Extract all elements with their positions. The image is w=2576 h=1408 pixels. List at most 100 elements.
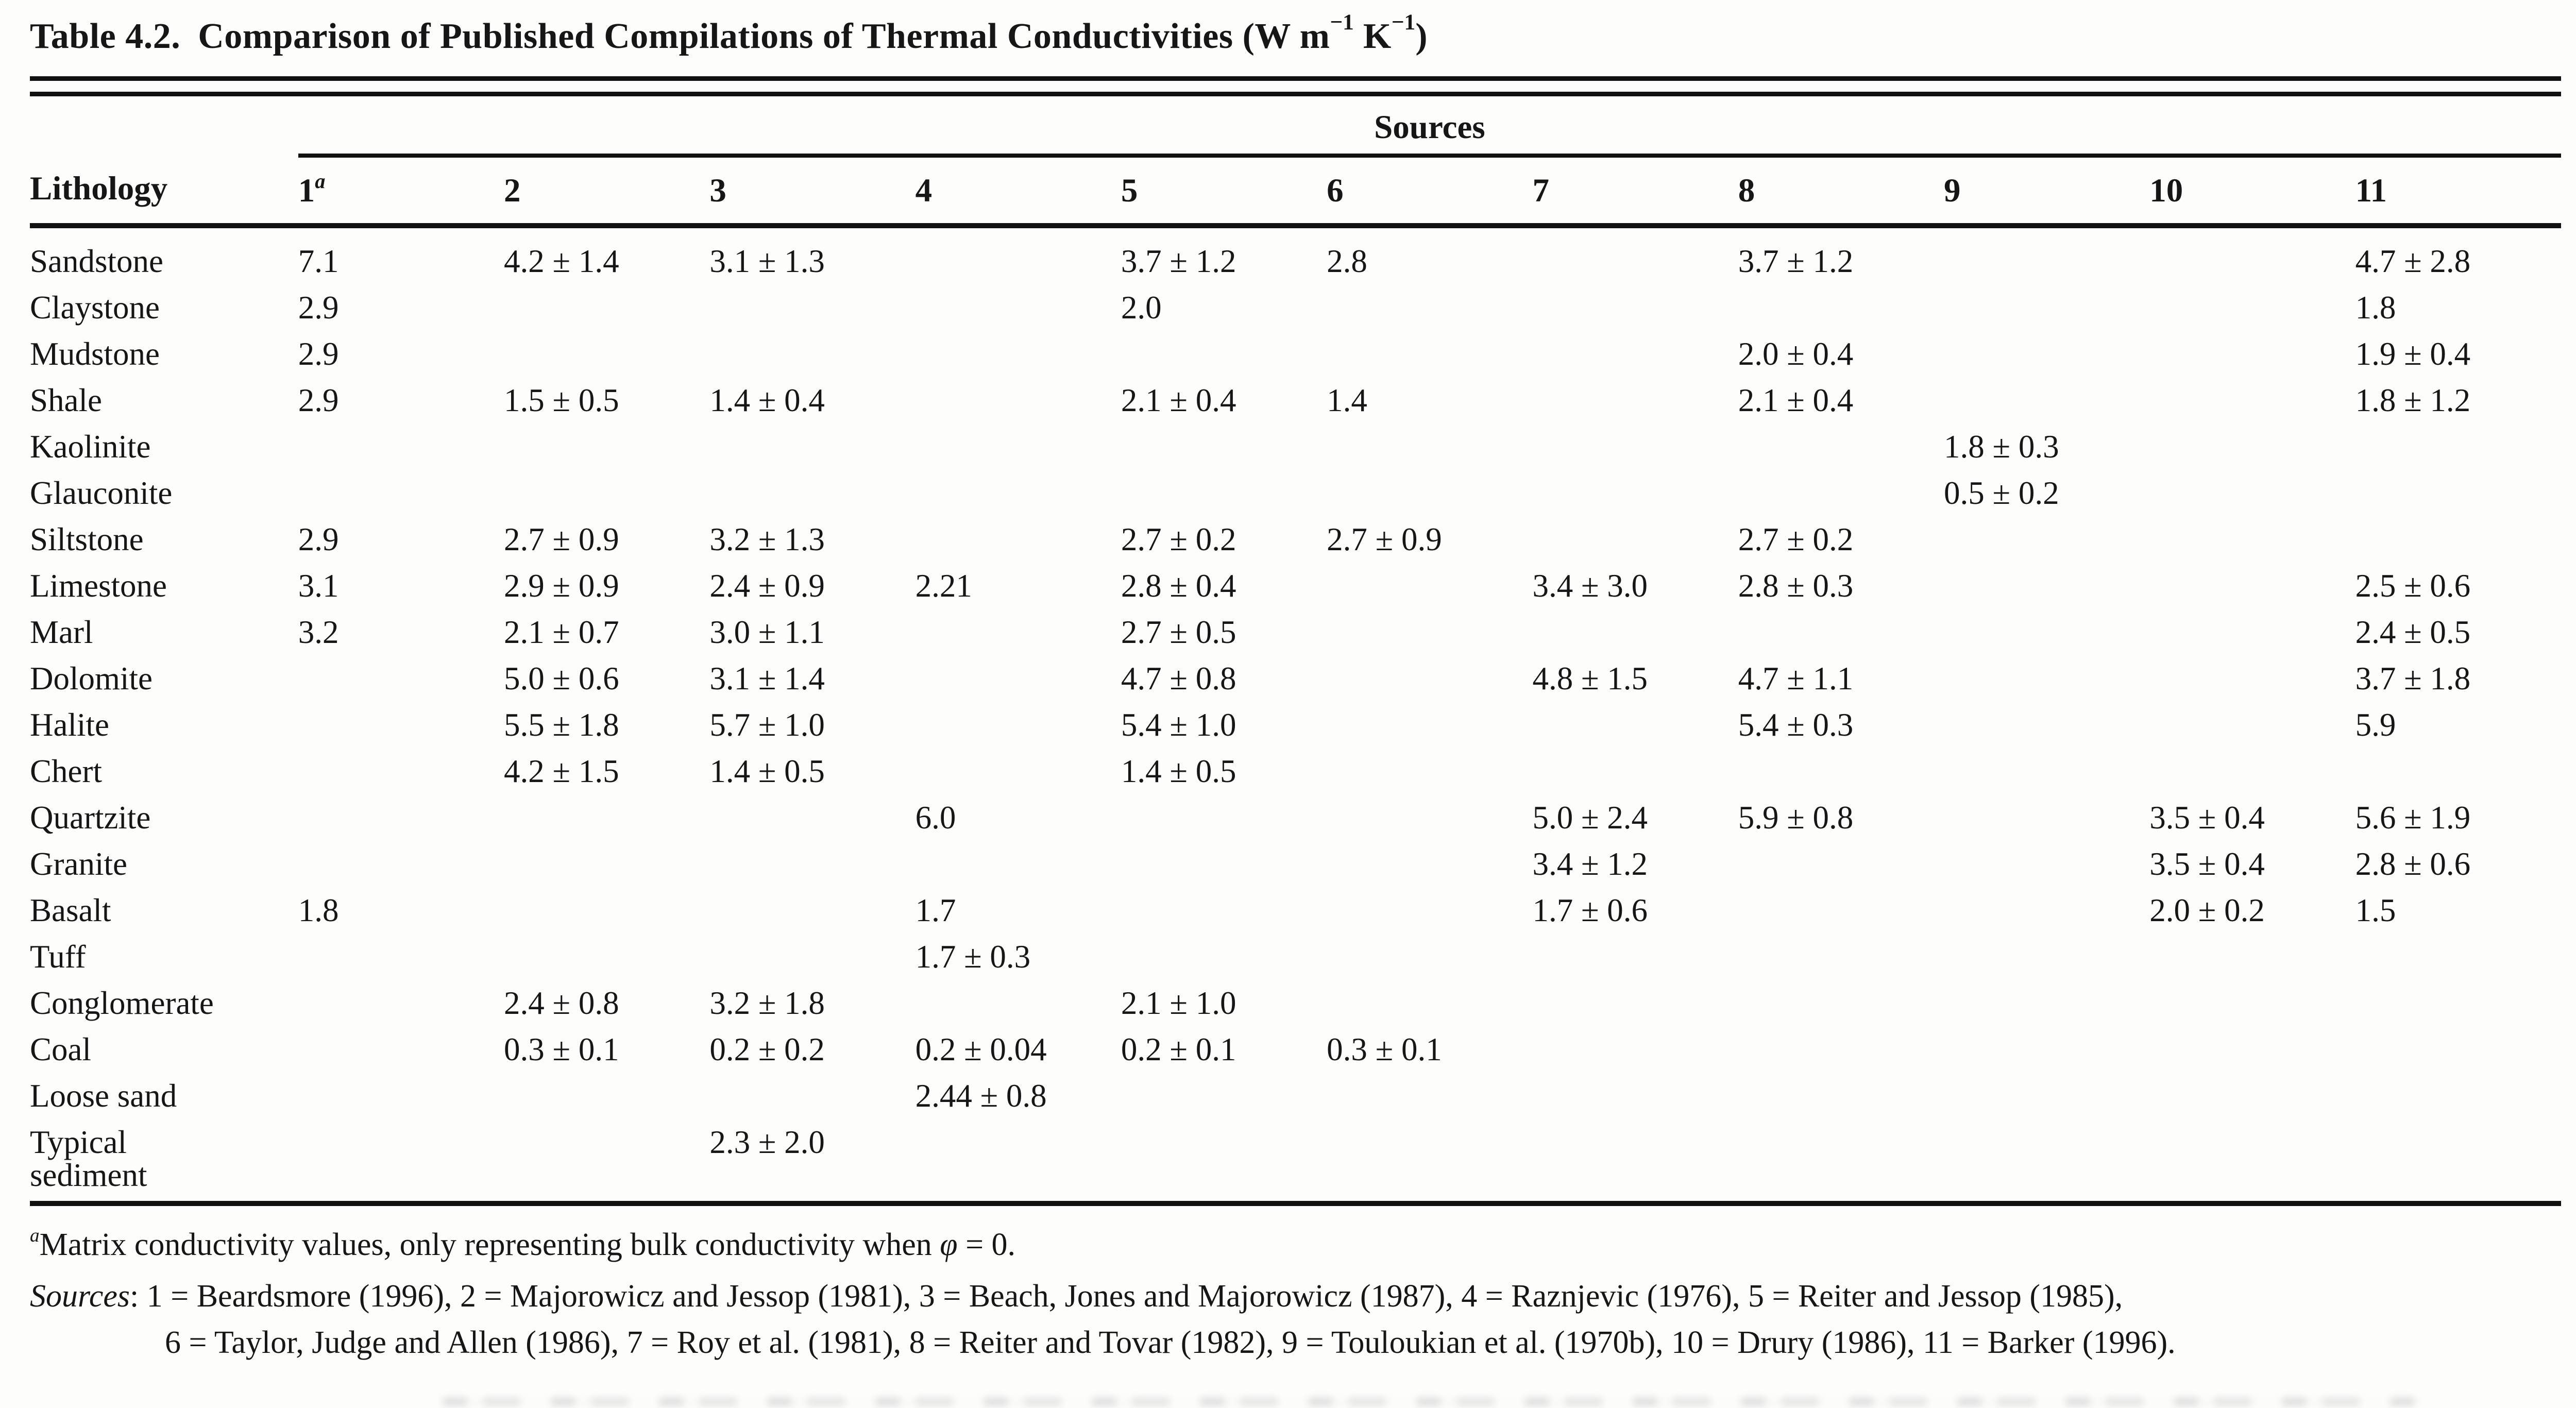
row-limestone: Limestone 3.1 2.9 ± 0.9 2.4 ± 0.9 2.21 2.8 ± …	[30, 563, 2561, 609]
value-cell-siltstone-src10	[2149, 516, 2355, 563]
value-cell-coal-src7	[1532, 1026, 1738, 1073]
value-cell-marl-src3: 3.0 ± 1.1	[709, 614, 825, 650]
value-cell-marl-src4	[916, 609, 1121, 655]
value-cell-dolomite-src3: 3.1 ± 1.4	[709, 660, 825, 697]
value-cell-glauconite-src5	[1121, 470, 1327, 516]
row-quartzite: Quartzite 6.0 5.0 ± 2.4 5.9 ± 0.8 3.5 ± 0.4 5…	[30, 794, 2561, 841]
value-cell-glauconite-src2	[504, 470, 709, 516]
value-cell-tuff-src8	[1738, 934, 1944, 980]
lithology-cell: Conglomerate	[30, 985, 214, 1021]
sources-spanner-label: Sources	[298, 96, 2561, 158]
value-cell-quartzite-src3	[709, 794, 915, 841]
row-loose-sand: Loose sand 2.44 ± 0.8	[30, 1073, 2561, 1119]
value-cell-marl-src11: 2.4 ± 0.5	[2355, 614, 2471, 650]
value-cell-quartzite-src7: 5.0 ± 2.4	[1532, 800, 1648, 836]
value-cell-conglomerate-src6	[1327, 980, 1532, 1026]
value-cell-basalt-src6	[1327, 887, 1532, 934]
value-cell-marl-src6	[1327, 609, 1532, 655]
value-cell-tuff-src2	[504, 934, 709, 980]
value-cell-limestone-src2: 2.9 ± 0.9	[504, 568, 619, 604]
value-cell-kaolinite-src2	[504, 423, 709, 470]
lithology-cell: Typical sediment	[30, 1124, 147, 1193]
value-cell-halite-src7	[1532, 702, 1738, 748]
value-cell-shale-src6: 1.4	[1327, 382, 1367, 418]
value-cell-marl-src2: 2.1 ± 0.7	[504, 614, 619, 650]
value-cell-granite-src11: 2.8 ± 0.6	[2355, 846, 2471, 882]
row-dolomite: Dolomite 5.0 ± 0.6 3.1 ± 1.4 4.7 ± 0.8 4.8 ±…	[30, 655, 2561, 702]
row-halite: Halite 5.5 ± 1.8 5.7 ± 1.0 5.4 ± 1.0 5.4 ± 0…	[30, 702, 2561, 748]
row-granite: Granite 3.4 ± 1.2 3.5 ± 0.4 2.8 ± 0.6	[30, 841, 2561, 887]
value-cell-siltstone-src7	[1532, 516, 1738, 563]
value-cell-mudstone-src5	[1121, 331, 1327, 377]
value-cell-typical-sediment-src3: 2.3 ± 2.0	[709, 1124, 825, 1160]
value-cell-shale-src2: 1.5 ± 0.5	[504, 382, 619, 418]
value-cell-basalt-src10: 2.0 ± 0.2	[2149, 892, 2265, 928]
value-cell-limestone-src10	[2149, 563, 2355, 609]
value-cell-conglomerate-src7	[1532, 980, 1738, 1026]
lithology-cell: Halite	[30, 707, 109, 743]
value-cell-quartzite-src1	[298, 794, 504, 841]
value-cell-claystone-src4	[916, 284, 1121, 331]
value-cell-halite-src2: 5.5 ± 1.8	[504, 707, 619, 743]
value-cell-basalt-src9	[1944, 887, 2149, 934]
table-body: Sandstone 7.1 4.2 ± 1.4 3.1 ± 1.3 3.7 ± 1.2 2…	[30, 226, 2561, 1200]
value-cell-sandstone-src6: 2.8	[1327, 243, 1367, 279]
value-cell-coal-src8	[1738, 1026, 1944, 1073]
value-cell-dolomite-src9	[1944, 655, 2149, 702]
value-cell-halite-src6	[1327, 702, 1532, 748]
value-cell-kaolinite-src6	[1327, 423, 1532, 470]
value-cell-claystone-src7	[1532, 284, 1738, 331]
value-cell-loose-sand-src3	[709, 1073, 915, 1119]
value-cell-siltstone-src9	[1944, 516, 2149, 563]
value-cell-marl-src5: 2.7 ± 0.5	[1121, 614, 1236, 650]
row-mudstone: Mudstone 2.9 2.0 ± 0.4 1.9 ± 0.4	[30, 331, 2561, 377]
unit-superscript: −1	[1391, 10, 1416, 35]
value-cell-conglomerate-src10	[2149, 980, 2355, 1026]
value-cell-limestone-src5: 2.8 ± 0.4	[1121, 568, 1236, 604]
value-cell-loose-sand-src6	[1327, 1073, 1532, 1119]
value-cell-coal-src4: 0.2 ± 0.04	[915, 1031, 1047, 1067]
value-cell-mudstone-src1: 2.9	[298, 336, 339, 372]
row-shale: Shale 2.9 1.5 ± 0.5 1.4 ± 0.4 2.1 ± 0.4 1.4 2.…	[30, 377, 2561, 423]
lithology-cell: Shale	[30, 382, 102, 418]
row-kaolinite: Kaolinite 1.8 ± 0.3	[30, 423, 2561, 470]
value-cell-loose-sand-src7	[1532, 1073, 1738, 1119]
value-cell-glauconite-src3	[709, 470, 915, 516]
source-column-header-5: 5	[1121, 156, 1327, 228]
value-cell-loose-sand-src10	[2149, 1073, 2355, 1119]
value-cell-halite-src8: 5.4 ± 0.3	[1738, 707, 1854, 743]
value-cell-mudstone-src10	[2149, 331, 2355, 377]
value-cell-limestone-src9	[1944, 563, 2149, 609]
lithology-cell: Glauconite	[30, 475, 173, 511]
value-cell-conglomerate-src3: 3.2 ± 1.8	[709, 985, 825, 1021]
lithology-cell: Mudstone	[30, 336, 160, 372]
sources-spanner-row: Sources	[30, 96, 2561, 158]
lithology-cell: Sandstone	[30, 243, 163, 279]
value-cell-kaolinite-src7	[1532, 423, 1738, 470]
value-cell-mudstone-src6	[1327, 331, 1532, 377]
row-marl: Marl 3.2 2.1 ± 0.7 3.0 ± 1.1 2.7 ± 0.5 2.4 ± …	[30, 609, 2561, 655]
phi-symbol: φ	[940, 1227, 958, 1262]
value-cell-shale-src4	[916, 377, 1121, 423]
value-cell-claystone-src9	[1944, 284, 2149, 331]
value-cell-kaolinite-src10	[2149, 423, 2355, 470]
value-cell-glauconite-src11	[2355, 470, 2561, 516]
value-cell-halite-src10	[2149, 702, 2355, 748]
value-cell-quartzite-src4: 6.0	[915, 800, 956, 836]
value-cell-chert-src10	[2149, 748, 2355, 794]
value-cell-limestone-src3: 2.4 ± 0.9	[709, 568, 825, 604]
value-cell-claystone-src2	[504, 284, 709, 331]
value-cell-quartzite-src9	[1944, 794, 2149, 841]
value-cell-mudstone-src7	[1532, 331, 1738, 377]
value-cell-quartzite-src10: 3.5 ± 0.4	[2149, 800, 2265, 836]
value-cell-siltstone-src4	[916, 516, 1121, 563]
value-cell-marl-src7	[1532, 609, 1738, 655]
value-cell-claystone-src3	[709, 284, 915, 331]
value-cell-siltstone-src2: 2.7 ± 0.9	[504, 521, 619, 557]
value-cell-sandstone-src11: 4.7 ± 2.8	[2355, 243, 2471, 279]
source-column-header-6: 6	[1327, 156, 1533, 228]
value-cell-granite-src6	[1327, 841, 1532, 887]
lithology-header: Lithology	[30, 156, 298, 228]
value-cell-mudstone-src9	[1944, 331, 2149, 377]
lithology-cell: Coal	[30, 1031, 91, 1067]
